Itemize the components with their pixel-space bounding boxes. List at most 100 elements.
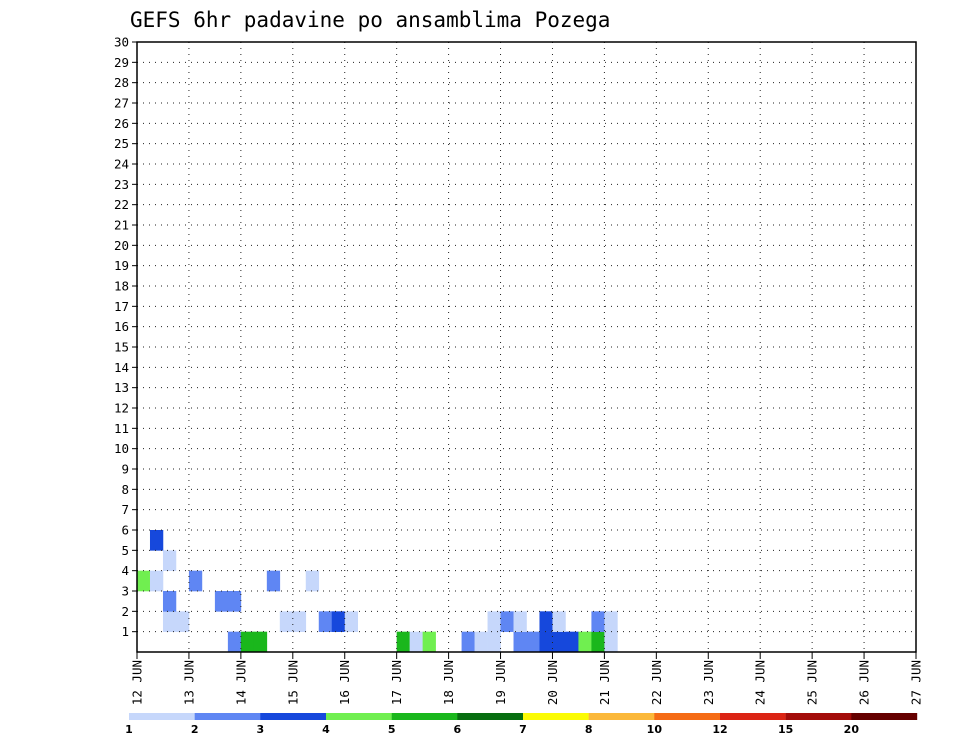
legend-label: 2 xyxy=(191,723,199,736)
heatmap-cell xyxy=(214,591,229,612)
x-tick-label: 16 JUN xyxy=(337,660,352,705)
heatmap-cell xyxy=(227,591,242,612)
heatmap-cell xyxy=(149,570,164,592)
x-tick-label: 22 JUN xyxy=(649,660,664,705)
heatmap-cell xyxy=(344,611,359,632)
legend-swatch xyxy=(194,713,261,720)
x-tick-label: 21 JUN xyxy=(597,660,612,705)
legend-swatch xyxy=(720,713,786,720)
legend-label: 8 xyxy=(585,723,593,736)
y-tick-label: 3 xyxy=(121,584,129,599)
legend-swatch xyxy=(457,713,524,720)
legend-swatch xyxy=(326,713,392,720)
y-tick-label: 28 xyxy=(114,75,129,90)
heatmap-cell xyxy=(162,611,177,632)
heatmap-cell xyxy=(604,611,618,632)
heatmap-cell xyxy=(422,631,436,653)
legend-label: 20 xyxy=(844,723,860,736)
heatmap-cell xyxy=(292,611,307,632)
y-tick-label: 23 xyxy=(114,177,129,192)
x-tick-label: 23 JUN xyxy=(701,660,716,705)
heatmap-cell xyxy=(253,631,268,653)
legend-label: 6 xyxy=(454,723,462,736)
heatmap-cell xyxy=(487,611,501,632)
y-tick-label: 25 xyxy=(114,136,129,151)
heatmap-cell xyxy=(409,631,423,653)
y-tick-label: 24 xyxy=(114,157,129,172)
y-tick-label: 5 xyxy=(121,543,129,558)
heatmap-cell xyxy=(227,631,242,653)
y-tick-label: 19 xyxy=(114,258,129,273)
heatmap-cell xyxy=(188,570,203,592)
y-tick-label: 27 xyxy=(114,96,129,111)
heatmap-cell xyxy=(487,631,501,653)
legend-swatch xyxy=(129,713,195,720)
legend-swatch xyxy=(391,713,458,720)
x-tick-label: 27 JUN xyxy=(909,660,924,705)
y-tick-label: 12 xyxy=(114,401,129,416)
grid-dots xyxy=(137,42,916,652)
heatmap-cell xyxy=(162,550,177,571)
heatmap-cell xyxy=(513,611,527,632)
legend-swatch xyxy=(785,713,852,720)
y-tick-label: 4 xyxy=(121,563,129,578)
x-tick-label: 14 JUN xyxy=(233,660,248,705)
heatmap-cell xyxy=(461,631,475,653)
legend-label: 1 xyxy=(125,723,133,736)
heatmap-cell xyxy=(591,631,605,653)
heatmap-cell xyxy=(604,631,618,653)
heatmap-cell xyxy=(552,611,566,632)
heatmap-cell xyxy=(175,611,190,632)
y-tick-label: 16 xyxy=(114,319,129,334)
legend-swatch xyxy=(654,713,721,720)
plot-frame xyxy=(136,41,917,653)
y-tick-label: 30 xyxy=(114,35,129,50)
y-tick-label: 7 xyxy=(121,502,129,517)
y-tick-label: 14 xyxy=(114,360,129,375)
y-tick-label: 9 xyxy=(121,462,129,477)
heatmap-cell xyxy=(331,611,346,632)
heatmap-cell xyxy=(279,611,294,632)
x-tick-label: 13 JUN xyxy=(181,660,196,705)
heatmap-cell xyxy=(305,570,320,592)
y-tick-label: 1 xyxy=(121,624,129,639)
legend-swatch xyxy=(588,713,655,720)
heatmap-cell xyxy=(266,570,281,592)
x-tick-label: 25 JUN xyxy=(805,660,820,705)
heatmap-cell xyxy=(526,631,540,653)
heatmap-cell xyxy=(318,611,333,632)
y-tick-label: 17 xyxy=(114,299,129,314)
heatmap-cell xyxy=(240,631,255,653)
heatmap-cell xyxy=(396,631,410,653)
y-tick-label: 21 xyxy=(114,218,129,233)
y-tick-label: 22 xyxy=(114,197,129,212)
legend-label: 4 xyxy=(322,723,330,736)
heatmap-cell xyxy=(513,631,527,653)
heatmap-cell xyxy=(149,530,164,551)
legend-label: 5 xyxy=(388,723,396,736)
heatmap-cell xyxy=(474,631,488,653)
y-tick-label: 8 xyxy=(121,482,129,497)
legend-label: 7 xyxy=(519,723,527,736)
legend-swatch xyxy=(260,713,327,720)
heatmap-cell xyxy=(591,611,605,632)
chart-title: GEFS 6hr padavine po ansamblima Pozega xyxy=(130,8,610,32)
x-tick-label: 18 JUN xyxy=(441,660,456,705)
y-tick-label: 18 xyxy=(114,279,129,294)
heatmap-cell xyxy=(137,570,151,592)
plot-border xyxy=(136,41,917,653)
y-axis: 1234567891011121314151617181920212223242… xyxy=(114,35,137,639)
y-tick-label: 13 xyxy=(114,380,129,395)
x-tick-label: 19 JUN xyxy=(493,660,508,705)
color-legend: 1 2 3 4 5 6 7 8 10 12 15 20 xyxy=(125,713,918,736)
y-tick-label: 20 xyxy=(114,238,129,253)
x-tick-label: 24 JUN xyxy=(753,660,768,705)
legend-swatch xyxy=(851,713,918,720)
heatmap-cell xyxy=(539,631,553,653)
y-tick-label: 6 xyxy=(121,523,129,538)
heatmap-cell xyxy=(578,631,592,653)
y-tick-label: 2 xyxy=(121,604,129,619)
legend-label: 10 xyxy=(647,723,663,736)
heatmap-cell xyxy=(539,611,553,632)
